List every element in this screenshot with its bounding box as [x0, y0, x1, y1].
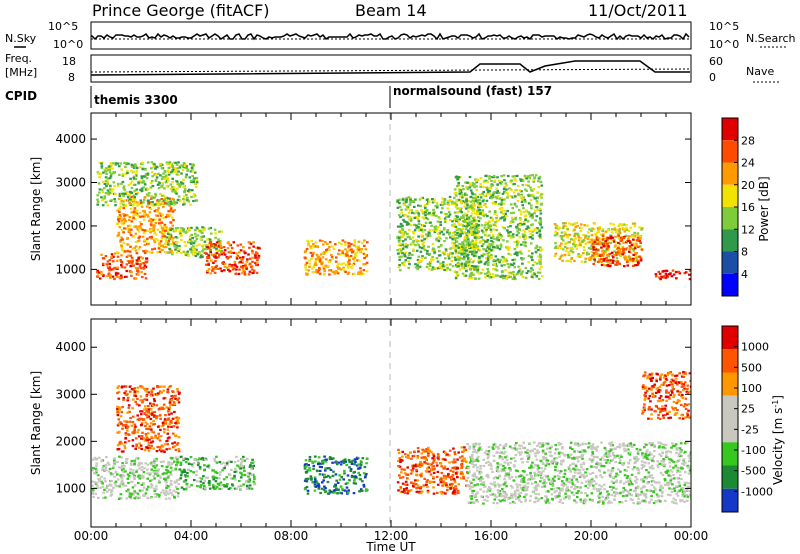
colorbar-segment-0-6: [722, 251, 738, 274]
colorbar-tick-0-1: 24: [741, 157, 755, 170]
y-tick-label-1-3: 1000: [55, 481, 86, 495]
nave-label: Nave: [746, 65, 774, 78]
scatter-block-0-9: [591, 234, 644, 268]
nsky-tick-bottom: 10^0: [53, 38, 83, 51]
scatter-block-0-1: [116, 195, 177, 255]
colorbar-segment-0-1: [722, 140, 738, 163]
colorbar-tick-0-3: 16: [741, 201, 755, 214]
nsky-label: N.Sky: [5, 32, 37, 45]
velocity-colorbar: 1000 500 100 25 -25 -100 -500 -1000: [721, 325, 773, 513]
scatter-block-0-2: [96, 161, 199, 207]
colorbar-tick-1-1: 500: [741, 361, 762, 374]
scatter-block-1-5: [466, 441, 691, 505]
colorbar-segment-0-7: [722, 273, 738, 296]
x-tick-label-0: 00:00: [74, 529, 109, 543]
y-tick-label-0-1: 3000: [55, 176, 86, 190]
scatter-block-1-1: [116, 385, 181, 453]
x-tick-label-6: 00:00: [674, 529, 709, 543]
colorbar-tick-1-6: -500: [741, 465, 766, 478]
colorbar-tick-1-7: -1000: [741, 485, 773, 498]
power-ylabel: Slant Range [km]: [29, 157, 43, 261]
freq-nave-trace: [90, 60, 691, 76]
scatter-block-1-0: [91, 455, 181, 500]
nave-tick-bottom: 0: [709, 71, 716, 84]
cpid-segment-2: normalsound (fast) 157: [393, 84, 552, 98]
velocity-ylabel: Slant Range [km]: [29, 371, 43, 475]
date-label: 11/Oct/2011: [588, 1, 688, 20]
power-colorbar-label: Power [dB]: [757, 176, 771, 241]
freq-label: Freq.: [5, 52, 32, 65]
colorbar-segment-0-2: [722, 162, 738, 185]
colorbar-segment-0-5: [722, 229, 738, 252]
beam-label: Beam 14: [355, 1, 427, 20]
power-heatmap: [96, 161, 691, 281]
power-colorbar: 28 24 20 16 12 8 4: [721, 117, 755, 297]
freq-tick-top: 18: [62, 55, 76, 68]
colorbar-segment-0-0: [722, 118, 738, 141]
velocity-colorbar-label-exp: -1: [771, 400, 780, 408]
x-tick-label-4: 16:00: [474, 529, 509, 543]
nave-tick-top: 60: [709, 55, 723, 68]
colorbar-tick-1-3: 25: [741, 403, 755, 416]
cpid-label: CPID: [5, 89, 37, 103]
colorbar-tick-1-4: -25: [741, 423, 759, 436]
x-tick-label-2: 08:00: [274, 529, 309, 543]
colorbar-segment-1-5: [722, 442, 738, 466]
scatter-block-1-3: [303, 455, 369, 495]
scatter-block-0-5: [303, 239, 369, 276]
scatter-block-0-4: [203, 241, 261, 276]
colorbar-segment-0-3: [722, 184, 738, 207]
x-tick-label-1: 04:00: [174, 529, 209, 543]
x-tick-label-5: 20:00: [574, 529, 609, 543]
nsearch-label: N.Search: [746, 32, 796, 45]
colorbar-tick-1-0: 1000: [741, 341, 769, 354]
colorbar-segment-1-2: [722, 372, 738, 396]
nsky-trace: [91, 32, 690, 41]
scatter-block-1-4: [396, 446, 469, 495]
colorbar-segment-0-4: [722, 207, 738, 230]
station-title: Prince George (fitACF): [92, 1, 270, 20]
velocity-colorbar-label-end: ]: [771, 395, 785, 400]
colorbar-segment-1-0: [722, 326, 738, 350]
velocity-colorbar-label: Velocity [m s-1]: [771, 395, 785, 485]
scatter-block-0-0: [96, 252, 149, 281]
colorbar-tick-0-2: 20: [741, 179, 755, 192]
nsearch-tick-bottom: 10^0: [709, 38, 739, 51]
scatter-block-1-2: [178, 455, 257, 491]
colorbar-tick-0-5: 8: [741, 246, 748, 259]
freq-tick-bottom: 8: [68, 71, 75, 84]
colorbar-tick-0-0: 28: [741, 134, 755, 147]
colorbar-segment-1-6: [722, 465, 738, 489]
colorbar-tick-0-4: 12: [741, 223, 755, 236]
y-tick-label-0-2: 2000: [55, 219, 86, 233]
velocity-colorbar-label-main: Velocity [m s: [771, 408, 785, 485]
colorbar-segment-1-1: [722, 349, 738, 373]
nsearch-tick-top: 10^5: [709, 20, 739, 33]
y-tick-label-1-2: 2000: [55, 434, 86, 448]
colorbar-tick-1-5: -100: [741, 444, 766, 457]
freq-panel: [90, 54, 692, 83]
y-tick-label-0-0: 4000: [55, 132, 86, 146]
x-axis-label: Time UT: [365, 540, 416, 554]
y-tick-label-0-3: 1000: [55, 262, 86, 276]
velocity-heatmap: [91, 370, 691, 505]
nsky-tick-top: 10^5: [48, 20, 78, 33]
scatter-block-1-6: [641, 370, 691, 420]
colorbar-tick-1-2: 100: [741, 382, 762, 395]
colorbar-segment-1-3: [722, 395, 738, 419]
y-tick-label-1-1: 3000: [55, 387, 86, 401]
x-tick-label-3: 12:00: [374, 529, 409, 543]
scatter-block-0-7: [453, 174, 544, 281]
colorbar-tick-0-6: 4: [741, 268, 748, 281]
scatter-block-0-10: [654, 269, 691, 281]
freq-unit-label: [MHz]: [5, 66, 37, 79]
cpid-segment-1: themis 3300: [94, 93, 178, 107]
colorbar-segment-1-4: [722, 419, 738, 443]
y-tick-label-1-0: 4000: [55, 340, 86, 354]
colorbar-segment-1-7: [722, 488, 738, 512]
